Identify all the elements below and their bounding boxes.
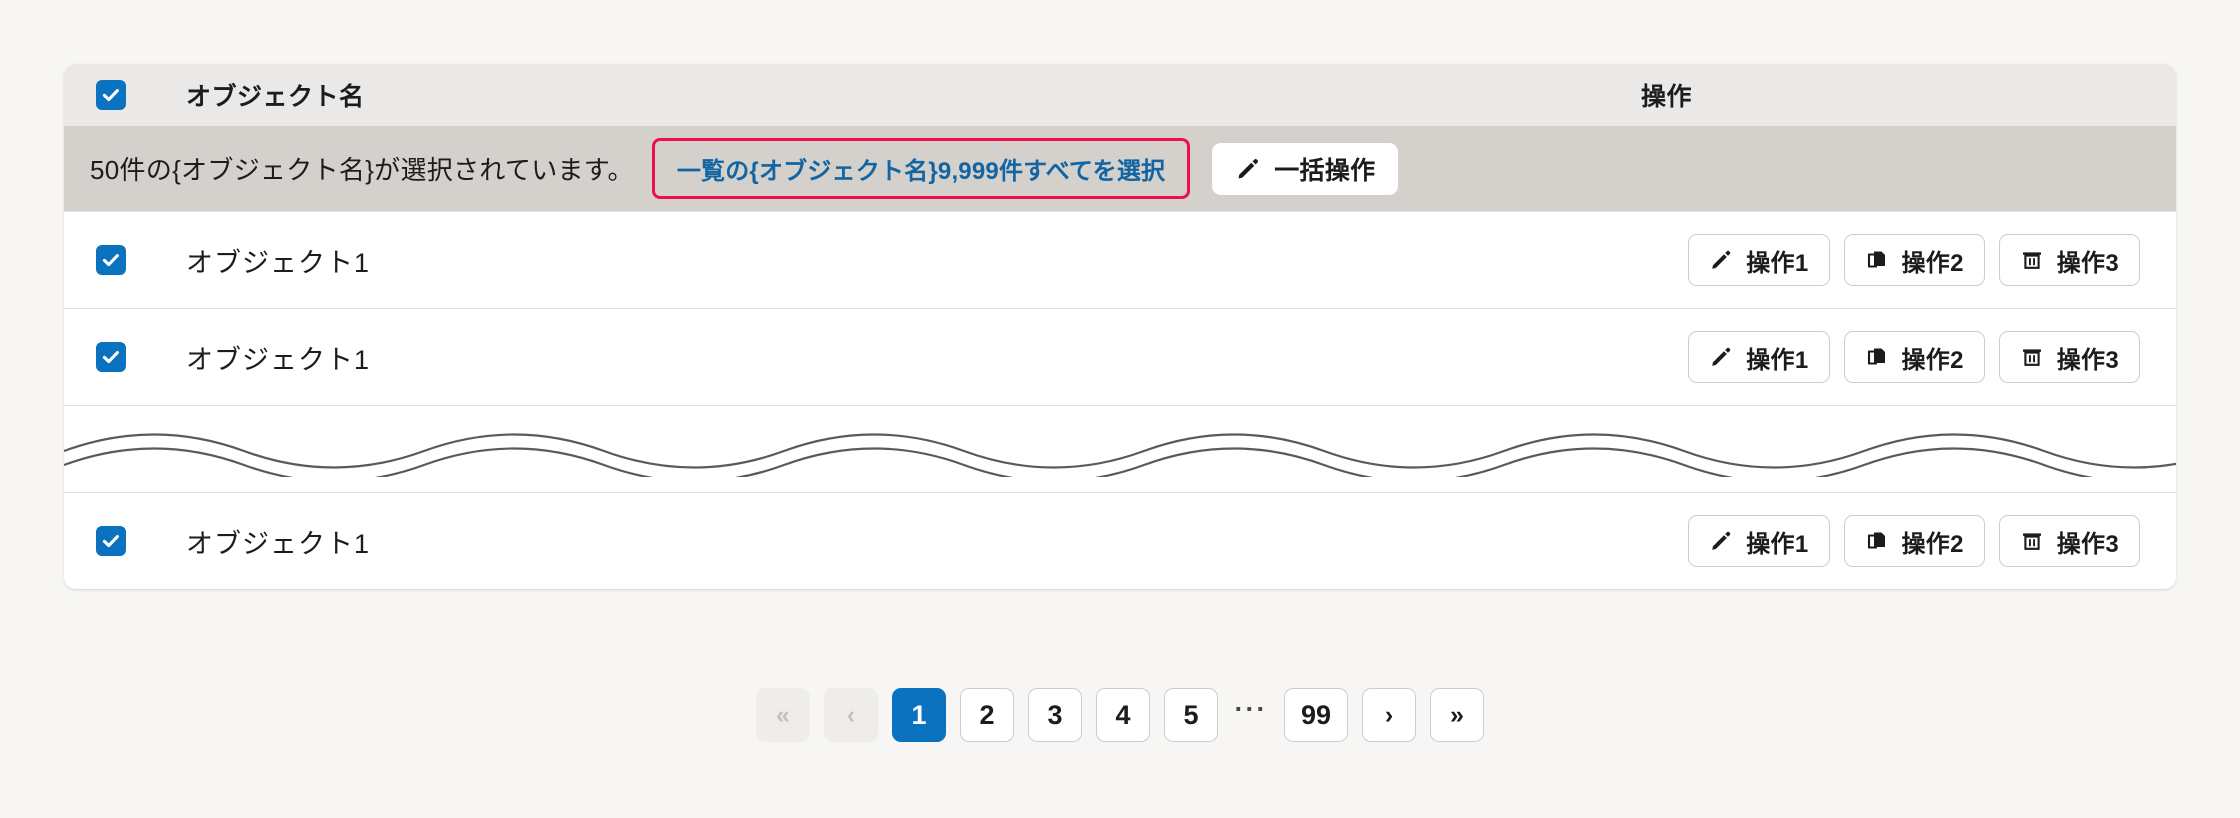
column-header-object-name: オブジェクト名 (186, 83, 365, 111)
bulk-action-button[interactable]: 一括操作 (1212, 142, 1399, 195)
copy-icon (1865, 529, 1889, 553)
pagination-prev-button[interactable]: ‹ (824, 688, 878, 742)
row-action-1-button[interactable]: 操作1 (1688, 515, 1830, 567)
table-row[interactable]: オブジェクト1 操作1 操作2 (64, 308, 2176, 405)
pagination-ellipsis: ··· (1234, 693, 1268, 724)
selection-count-text: 50件の{オブジェクト名}が選択されています。 (90, 155, 634, 185)
object-list-card: オブジェクト名 操作 50件の{オブジェクト名}が選択されています。 一覧の{オ… (64, 64, 2176, 589)
select-all-checkbox[interactable] (96, 80, 126, 110)
row-action-1-button[interactable]: 操作1 (1688, 331, 1830, 383)
column-header-actions: 操作 (1641, 83, 1693, 111)
copy-icon (1865, 345, 1889, 369)
pencil-icon (1709, 529, 1733, 553)
checkbox-checked-icon (96, 80, 126, 110)
row-action-group: 操作1 操作2 (1688, 234, 2140, 286)
pencil-icon (1235, 156, 1261, 182)
table-header-row: オブジェクト名 操作 (64, 64, 2176, 126)
trash-icon (2020, 345, 2044, 369)
trash-icon (2020, 248, 2044, 272)
select-all-in-list-link[interactable]: 一覧の{オブジェクト名}9,999件すべてを選択 (676, 158, 1166, 185)
row-object-name: オブジェクト1 (186, 247, 371, 278)
row-action-2-label: 操作2 (1901, 346, 1964, 374)
selection-banner: 50件の{オブジェクト名}が選択されています。 一覧の{オブジェクト名}9,99… (64, 126, 2176, 211)
pagination-page-99[interactable]: 99 (1284, 688, 1348, 742)
row-action-1-label: 操作1 (1746, 530, 1809, 558)
table-row[interactable]: オブジェクト1 操作1 操作2 (64, 493, 2176, 589)
pagination-last-button[interactable]: » (1430, 688, 1484, 742)
row-action-2-label: 操作2 (1901, 530, 1964, 558)
pagination-page-3[interactable]: 3 (1028, 688, 1082, 742)
row-action-3-button[interactable]: 操作3 (1998, 234, 2140, 286)
pagination-page-4[interactable]: 4 (1096, 688, 1150, 742)
row-action-1-label: 操作1 (1746, 249, 1809, 277)
row-action-3-label: 操作3 (2056, 530, 2119, 558)
row-action-group: 操作1 操作2 (1688, 515, 2140, 567)
bulk-action-label: 一括操作 (1274, 156, 1376, 185)
checkbox-checked-icon (96, 245, 126, 275)
pagination-page-1[interactable]: 1 (892, 688, 946, 742)
table-row[interactable]: オブジェクト1 操作1 操作2 (64, 211, 2176, 308)
row-action-3-button[interactable]: 操作3 (1998, 331, 2140, 383)
pagination-next-button[interactable]: › (1362, 688, 1416, 742)
wavy-break-icon (64, 433, 2176, 477)
checkbox-checked-icon (96, 526, 126, 556)
row-action-2-button[interactable]: 操作2 (1843, 234, 1985, 286)
select-all-highlight-box: 一覧の{オブジェクト名}9,999件すべてを選択 (651, 138, 1191, 199)
pagination-page-5[interactable]: 5 (1164, 688, 1218, 742)
pagination-page-2[interactable]: 2 (960, 688, 1014, 742)
trash-icon (2020, 529, 2044, 553)
row-action-3-label: 操作3 (2056, 346, 2119, 374)
row-action-3-label: 操作3 (2056, 249, 2119, 277)
pencil-icon (1709, 345, 1733, 369)
wavy-break-row (64, 405, 2176, 493)
row-action-1-button[interactable]: 操作1 (1688, 234, 1830, 286)
row-action-1-label: 操作1 (1746, 346, 1809, 374)
row-action-group: 操作1 操作2 (1688, 331, 2140, 383)
row-action-2-label: 操作2 (1901, 249, 1964, 277)
pagination-first-button[interactable]: « (756, 688, 810, 742)
copy-icon (1865, 248, 1889, 272)
row-checkbox[interactable] (96, 342, 126, 372)
pagination: « ‹ 1 2 3 4 5 ··· 99 › » (64, 688, 2176, 742)
row-checkbox[interactable] (96, 526, 126, 556)
pencil-icon (1709, 248, 1733, 272)
row-checkbox[interactable] (96, 245, 126, 275)
checkbox-checked-icon (96, 342, 126, 372)
row-action-3-button[interactable]: 操作3 (1998, 515, 2140, 567)
row-object-name: オブジェクト1 (186, 344, 371, 375)
row-object-name: オブジェクト1 (186, 528, 371, 559)
row-action-2-button[interactable]: 操作2 (1843, 331, 1985, 383)
row-action-2-button[interactable]: 操作2 (1843, 515, 1985, 567)
